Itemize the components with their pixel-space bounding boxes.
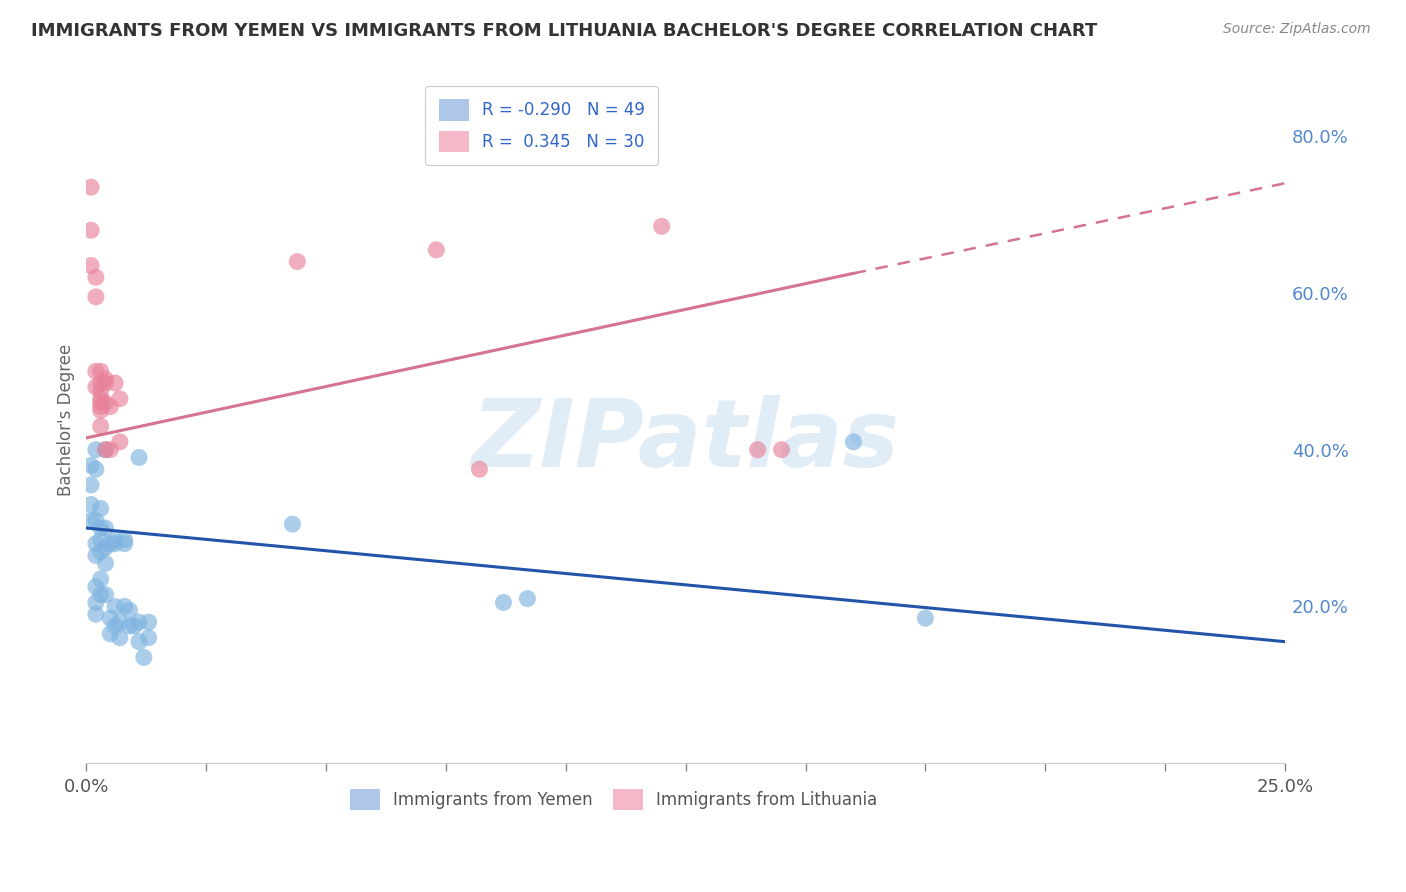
Point [98,400,121,414]
Point [90,544,112,558]
Point [128,615,150,629]
Point [94,557,117,571]
Point [94,521,117,535]
Point [425,243,447,257]
Point [84,513,107,527]
Point [651,219,673,234]
Point [132,650,155,665]
Point [128,450,150,465]
Point [468,462,491,476]
Text: IMMIGRANTS FROM YEMEN VS IMMIGRANTS FROM LITHUANIA BACHELOR'S DEGREE CORRELATION: IMMIGRANTS FROM YEMEN VS IMMIGRANTS FROM… [31,22,1097,40]
Point [90,403,112,417]
Point [118,619,141,633]
Point [281,517,304,532]
Point [108,434,131,449]
Point [94,442,117,457]
Point [747,442,769,457]
Point [108,392,131,406]
Point [90,400,112,414]
Text: Source: ZipAtlas.com: Source: ZipAtlas.com [1223,22,1371,37]
Point [104,533,127,547]
Point [80,498,103,512]
Point [94,541,117,555]
Point [94,395,117,409]
Point [84,462,107,476]
Point [516,591,538,606]
Point [94,588,117,602]
Point [84,364,107,378]
Point [84,607,107,622]
Point [114,599,136,614]
Point [138,631,160,645]
Point [90,501,112,516]
Point [80,478,103,492]
Point [128,634,150,648]
Point [80,259,103,273]
Point [84,380,107,394]
Point [108,631,131,645]
Point [84,442,107,457]
Point [108,615,131,629]
Point [84,580,107,594]
Point [914,611,936,625]
Point [90,384,112,398]
Legend: Immigrants from Yemen, Immigrants from Lithuania: Immigrants from Yemen, Immigrants from L… [336,775,891,823]
Point [84,537,107,551]
Point [98,627,121,641]
Y-axis label: Bachelor's Degree: Bachelor's Degree [58,344,75,497]
Point [90,419,112,434]
Point [104,537,127,551]
Point [90,395,112,409]
Point [98,611,121,625]
Point [770,442,793,457]
Point [90,392,112,406]
Point [114,537,136,551]
Point [84,290,107,304]
Point [98,442,121,457]
Point [80,458,103,473]
Point [285,254,308,268]
Point [90,572,112,586]
Point [492,595,515,609]
Point [90,521,112,535]
Point [90,376,112,390]
Text: ZIPatlas: ZIPatlas [471,395,900,487]
Point [114,533,136,547]
Point [104,599,127,614]
Point [138,615,160,629]
Point [84,549,107,563]
Point [80,513,103,527]
Point [98,537,121,551]
Point [90,588,112,602]
Point [90,533,112,547]
Point [84,270,107,285]
Point [84,595,107,609]
Point [80,223,103,237]
Point [94,376,117,390]
Point [118,603,141,617]
Point [104,376,127,390]
Point [94,372,117,386]
Point [122,619,145,633]
Point [842,434,865,449]
Point [80,180,103,194]
Point [94,442,117,457]
Point [90,364,112,378]
Point [104,619,127,633]
